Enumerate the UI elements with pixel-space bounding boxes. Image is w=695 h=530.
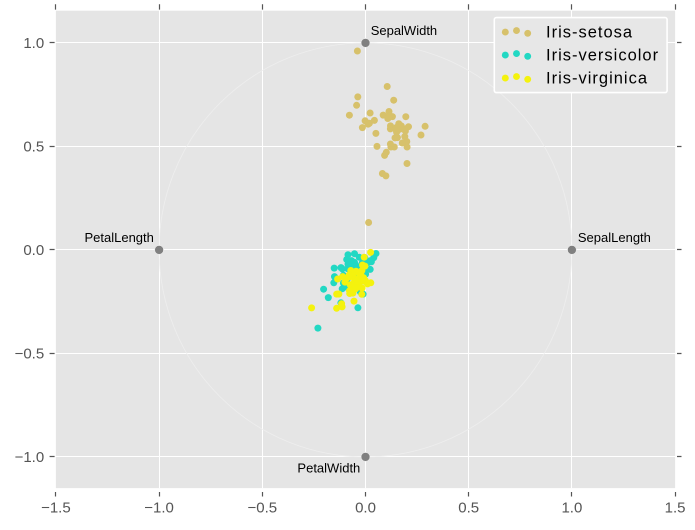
svg-text:0.5: 0.5 (458, 500, 479, 517)
svg-text:0.0: 0.0 (355, 500, 376, 517)
svg-text:SepalWidth: SepalWidth (371, 23, 437, 38)
svg-text:Iris-virginica: Iris-virginica (546, 70, 648, 88)
svg-text:Iris-setosa: Iris-setosa (546, 24, 633, 42)
svg-text:1.5: 1.5 (665, 500, 686, 517)
svg-text:0.0: 0.0 (23, 242, 44, 259)
svg-text:PetalWidth: PetalWidth (297, 461, 360, 476)
svg-text:−0.5: −0.5 (15, 346, 45, 363)
svg-text:1.0: 1.0 (561, 500, 582, 517)
svg-text:PetalLength: PetalLength (84, 230, 153, 245)
svg-text:1.0: 1.0 (23, 35, 44, 52)
svg-text:−1.5: −1.5 (41, 500, 71, 517)
svg-text:SepalLength: SepalLength (578, 230, 651, 245)
svg-text:−1.0: −1.0 (144, 500, 174, 517)
svg-text:−0.5: −0.5 (247, 500, 277, 517)
svg-text:Iris-versicolor: Iris-versicolor (546, 47, 659, 65)
svg-text:0.5: 0.5 (23, 139, 44, 156)
svg-text:−1.0: −1.0 (15, 449, 45, 466)
